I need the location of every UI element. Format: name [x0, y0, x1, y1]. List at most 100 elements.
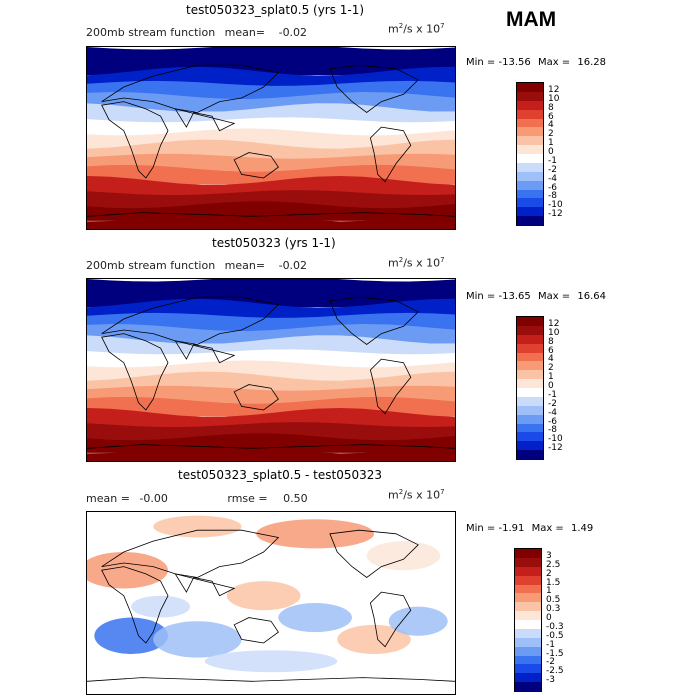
- panel3-colorbar-swatch: [515, 646, 541, 656]
- panel1-map-band: [87, 117, 455, 136]
- panel3-colorbar-tick-label: 1.5: [546, 577, 561, 588]
- panel2-colorbar-tick-label: 2: [548, 363, 554, 374]
- panel2-colorbar-tick-label: 4: [548, 354, 554, 365]
- panel3-colorbar-tick-label: -3: [546, 675, 555, 686]
- panel3-mean-value: -0.00: [139, 492, 168, 505]
- panel1-minmax: Min = -13.56 Max = 16.28: [466, 57, 606, 68]
- panel1-colorbar-swatch: [517, 180, 543, 190]
- panel3-stats: mean = -0.00 rmse = 0.50: [86, 492, 308, 505]
- panel1-map-coastline: [101, 101, 169, 179]
- panel2-title: test050323 (yrs 1-1): [212, 236, 336, 250]
- panel2-colorbar-swatch: [517, 423, 543, 433]
- panel1-colorbar: [516, 82, 544, 226]
- panel2-colorbar-swatch: [517, 352, 543, 362]
- panel3-colorbar-tick-label: 0: [546, 613, 552, 623]
- panel2-colorbar-swatch: [517, 405, 543, 416]
- panel1-colorbar-swatch: [517, 154, 543, 164]
- panel2-colorbar-swatch: [517, 379, 543, 389]
- panel1-colorbar-swatch: [517, 127, 543, 137]
- panel3-colorbar-swatch: [515, 566, 541, 577]
- panel2-map-coastline: [369, 358, 412, 415]
- panel3-colorbar-swatch: [515, 549, 541, 559]
- panel2-colorbar-swatch: [517, 370, 543, 380]
- panel1-field: 200mb stream function: [86, 26, 216, 39]
- panel1-colorbar-tick-label: -12: [548, 209, 563, 220]
- panel3-colorbar-swatch: [515, 584, 541, 594]
- panel1-min-value: -13.56: [498, 57, 531, 68]
- panel3-colorbar-tick-label: 0.3: [546, 604, 561, 615]
- panel1-max-value: 16.28: [577, 57, 606, 68]
- panel2-map-coastline: [174, 340, 236, 364]
- panel1-colorbar-swatch: [517, 118, 543, 128]
- panel3-map-coastline: [233, 617, 279, 644]
- panel3-map-anomaly: [153, 621, 242, 658]
- panel1-colorbar-swatch: [517, 171, 543, 182]
- panel3-colorbar-swatch: [515, 575, 541, 585]
- panel2-units: m2/s x 107: [388, 256, 445, 270]
- panel2-colorbar-swatch: [517, 441, 543, 451]
- panel3-max-value: 1.49: [570, 523, 594, 534]
- panel3-map-anomaly: [87, 552, 168, 589]
- panel1-colorbar-tick-label: 4: [548, 120, 554, 131]
- panel3-map-anomaly: [388, 606, 448, 636]
- panel3-colorbar-swatch: [515, 620, 541, 630]
- panel3-units: m2/s x 107: [388, 488, 445, 502]
- panel1-colorbar-swatch: [517, 100, 543, 111]
- panel2-colorbar-tick-label: 10: [548, 327, 560, 338]
- panel2-colorbar-tick-label: -8: [548, 425, 557, 436]
- panel3-colorbar-tick-label: 0.5: [546, 595, 561, 606]
- panel1-colorbar-swatch: [517, 198, 543, 208]
- panel1-colorbar-tick-label: 0: [548, 147, 554, 157]
- panel2-map-coastline: [87, 444, 455, 449]
- panel3-map-anomaly: [256, 519, 375, 549]
- panel3-colorbar-tick-label: -2: [546, 657, 555, 668]
- panel1-colorbar-swatch: [517, 109, 543, 119]
- panel2-map-band: [87, 444, 455, 461]
- panel3-map-coastline: [174, 573, 236, 597]
- panel3-colorbar-tick-label: -0.3: [546, 621, 564, 632]
- panel2-colorbar-tick-label: -4: [548, 407, 557, 418]
- panel2-colorbar-tick-label: -1: [548, 389, 557, 400]
- panel3-minmax: Min = -1.91 Max = 1.49: [466, 523, 594, 534]
- panel2-map-band: [87, 335, 455, 356]
- panel2-colorbar: [516, 316, 544, 460]
- panel1-map-coastline: [329, 64, 419, 113]
- panel2-map-coastline: [233, 384, 279, 411]
- panel3-colorbar-tick-label: 2.5: [546, 559, 561, 570]
- panel2-colorbar-swatch: [517, 334, 543, 345]
- panel3-colorbar-swatch: [515, 664, 541, 674]
- panel3-map-field: [87, 515, 455, 682]
- panel2-colorbar-tick-label: 8: [548, 336, 554, 347]
- panel2-colorbar-tick-label: 0: [548, 381, 554, 391]
- panel3-map-anomaly: [94, 617, 168, 654]
- panel2-map-field: [87, 279, 455, 461]
- panel3-colorbar-swatch: [515, 637, 541, 648]
- panel2-minmax: Min = -13.65 Max = 16.64: [466, 291, 606, 302]
- panel3-colorbar-swatch: [515, 628, 541, 639]
- panel2-colorbar-swatch: [517, 343, 543, 353]
- panel1-units: m2/s x 107: [388, 22, 445, 36]
- panel3-map-coastline: [329, 529, 419, 578]
- panel2-max-value: 16.64: [577, 291, 606, 302]
- panel3-map-anomaly: [204, 650, 338, 673]
- panel2-map-coastline: [329, 296, 419, 345]
- panel1-map-coastline: [174, 108, 236, 132]
- panel1-colorbar-tick-label: 10: [548, 93, 560, 104]
- panel2-colorbar-tick-label: -6: [548, 416, 557, 427]
- panel2-map-coastline: [101, 333, 169, 411]
- panel2-mean-value: -0.02: [278, 259, 308, 272]
- panel3-map-anomaly: [337, 624, 411, 654]
- panel2-colorbar-swatch: [517, 317, 543, 327]
- panel3-colorbar-swatch: [515, 557, 541, 568]
- panel3-colorbar-tick-label: 1: [546, 586, 552, 597]
- panel3-colorbar: [514, 548, 542, 692]
- panel2-map: [86, 278, 456, 462]
- panel2-colorbar-swatch: [517, 414, 543, 424]
- panel1-colorbar-swatch: [517, 83, 543, 93]
- panel3-colorbar-tick-label: -0.5: [546, 630, 564, 641]
- panel3-colorbar-swatch: [515, 682, 541, 692]
- panel3-colorbar-swatch: [515, 611, 541, 621]
- panel2-colorbar-swatch: [517, 325, 543, 336]
- panel1-colorbar-tick-label: 12: [548, 84, 560, 95]
- panel1-colorbar-tick-label: -8: [548, 191, 557, 202]
